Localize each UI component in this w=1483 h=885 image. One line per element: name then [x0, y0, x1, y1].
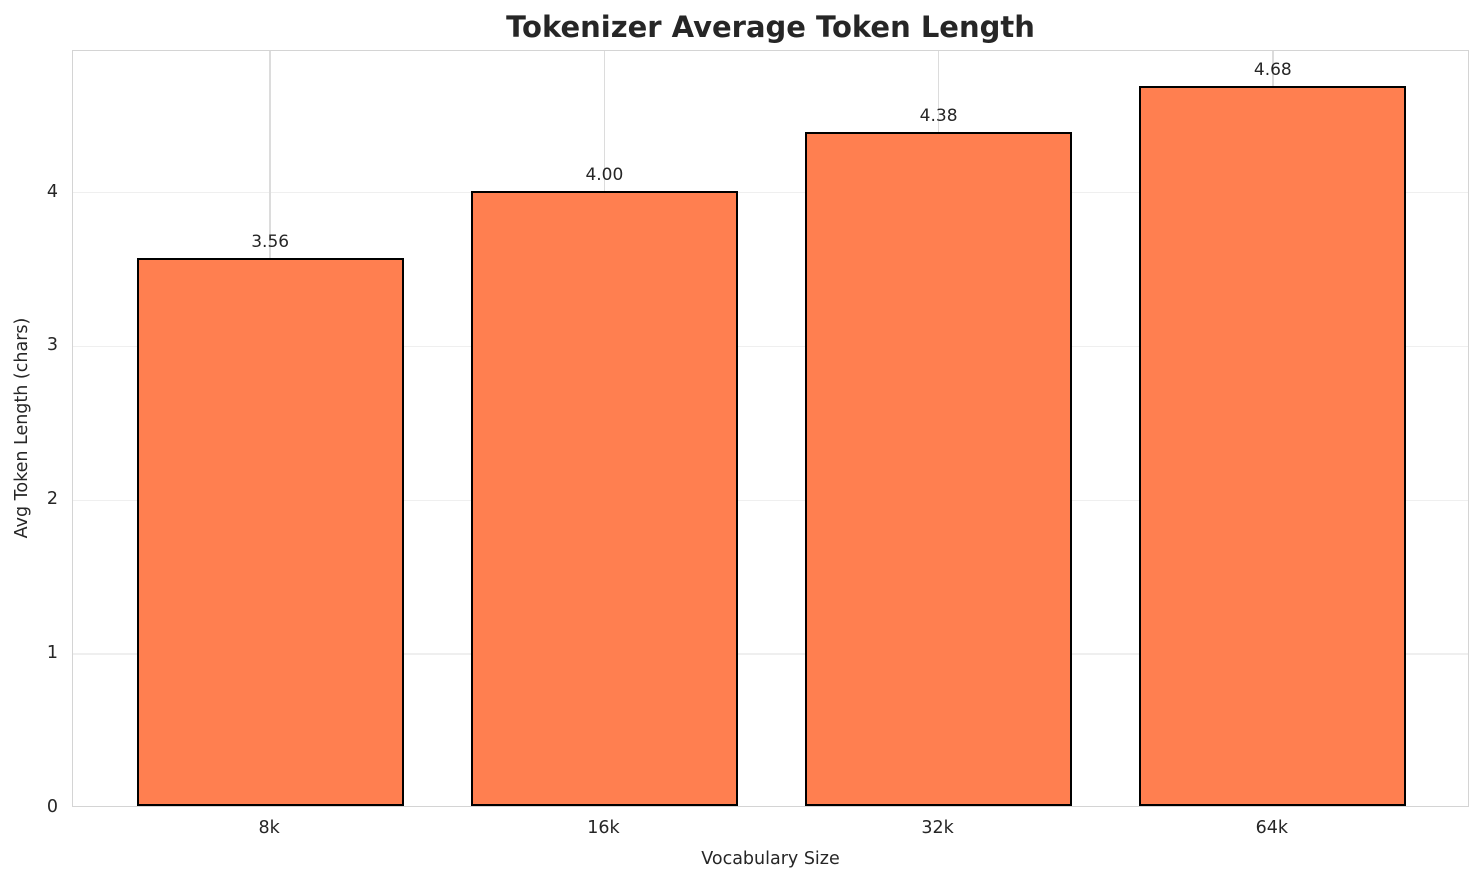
y-axis-label: Avg Token Length (chars): [12, 317, 32, 539]
bar-value-label: 3.56: [251, 232, 290, 253]
chart-title: Tokenizer Average Token Length: [506, 10, 1035, 44]
bar-32k: [804, 132, 1073, 806]
y-tick-label: 3: [46, 335, 58, 356]
bar-64k: [1139, 85, 1407, 806]
x-tick-label: 32k: [921, 818, 954, 838]
y-tick-label: 0: [46, 797, 58, 817]
x-axis-label: Vocabulary Size: [701, 849, 840, 869]
x-tick-label: 16k: [587, 818, 620, 838]
h-gridline: [73, 345, 1468, 348]
y-tick-label: 1: [46, 643, 58, 664]
y-tick-label: 2: [46, 489, 58, 510]
bars-layer: 3.56 4.00 4.38 4.68: [73, 51, 1468, 806]
bar-value-label: 4.00: [585, 164, 624, 185]
h-gridline: [73, 653, 1468, 655]
x-tick-label: 8k: [258, 818, 280, 838]
x-tick-label: 64k: [1255, 818, 1289, 838]
y-tick-label: 4: [46, 181, 58, 202]
bar-8k: [136, 258, 404, 806]
bar-value-label: 4.68: [1253, 59, 1292, 80]
h-gridline: [73, 191, 1468, 194]
bar-value-label: 4.38: [919, 106, 958, 127]
h-gridline: [73, 499, 1468, 502]
bar-16k: [470, 190, 739, 806]
plot-area: 3.56 4.00 4.38 4.68: [72, 50, 1469, 807]
